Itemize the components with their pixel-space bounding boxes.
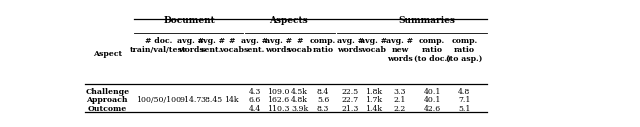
Text: avg. #
sent.: avg. # sent.: [198, 37, 225, 54]
Text: comp.
ratio
(to doc.): comp. ratio (to doc.): [413, 37, 451, 63]
Text: 3.9k: 3.9k: [291, 105, 308, 113]
Text: comp.
ratio
(to asp.): comp. ratio (to asp.): [446, 37, 483, 63]
Text: 4.8k: 4.8k: [291, 96, 308, 104]
Text: 5.1: 5.1: [458, 105, 470, 113]
Text: avg. #
new
words: avg. # new words: [387, 37, 413, 63]
Text: 40.1: 40.1: [424, 96, 441, 104]
Text: 5.6: 5.6: [317, 96, 329, 104]
Text: 7.1: 7.1: [458, 96, 470, 104]
Text: Document: Document: [163, 16, 215, 25]
Text: Outcome: Outcome: [88, 105, 127, 113]
Text: 40.1: 40.1: [424, 88, 441, 96]
Text: 110.3: 110.3: [267, 105, 290, 113]
Text: Aspects: Aspects: [269, 16, 308, 25]
Text: #
vocab: # vocab: [219, 37, 244, 54]
Text: 100/50/100: 100/50/100: [136, 96, 181, 104]
Text: 22.7: 22.7: [342, 96, 359, 104]
Text: 3.3: 3.3: [394, 88, 406, 96]
Text: 8.4: 8.4: [317, 88, 329, 96]
Text: 914.7: 914.7: [179, 96, 202, 104]
Text: avg. #
words: avg. # words: [337, 37, 364, 54]
Text: 38.45: 38.45: [200, 96, 223, 104]
Text: 14k: 14k: [224, 96, 239, 104]
Text: 6.6: 6.6: [248, 96, 260, 104]
Text: Approach: Approach: [86, 96, 128, 104]
Text: 2.1: 2.1: [394, 96, 406, 104]
Text: #
vocab: # vocab: [287, 37, 312, 54]
Text: 4.4: 4.4: [248, 105, 260, 113]
Text: avg. #
sent.: avg. # sent.: [241, 37, 268, 54]
Text: avg. #
vocab: avg. # vocab: [360, 37, 387, 54]
Text: 1.7k: 1.7k: [365, 96, 382, 104]
Text: 42.6: 42.6: [424, 105, 441, 113]
Text: Aspect: Aspect: [93, 50, 122, 58]
Text: avg. #
words: avg. # words: [265, 37, 292, 54]
Text: comp.
ratio: comp. ratio: [310, 37, 336, 54]
Text: 109.0: 109.0: [267, 88, 290, 96]
Text: 4.3: 4.3: [248, 88, 260, 96]
Text: 1.4k: 1.4k: [365, 105, 382, 113]
Text: # doc.
train/val/test: # doc. train/val/test: [130, 37, 187, 54]
Text: Summaries: Summaries: [399, 16, 456, 25]
Text: 4.5k: 4.5k: [291, 88, 308, 96]
Text: 8.3: 8.3: [317, 105, 329, 113]
Text: 4.8: 4.8: [458, 88, 470, 96]
Text: 21.3: 21.3: [342, 105, 359, 113]
Text: avg. #
words: avg. # words: [177, 37, 204, 54]
Text: 22.5: 22.5: [342, 88, 359, 96]
Text: 162.6: 162.6: [268, 96, 289, 104]
Text: 1.8k: 1.8k: [365, 88, 382, 96]
Text: 2.2: 2.2: [394, 105, 406, 113]
Text: Challenge: Challenge: [85, 88, 129, 96]
